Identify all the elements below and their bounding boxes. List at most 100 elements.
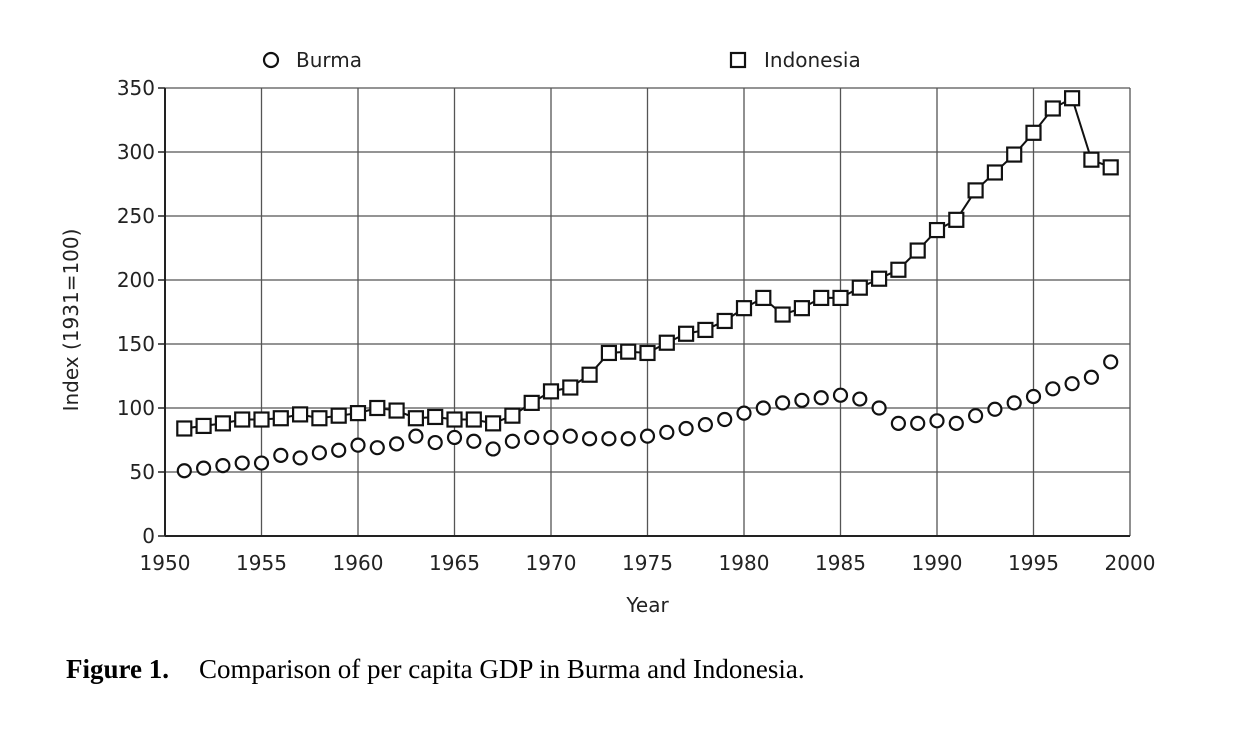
data-point-indonesia [176,420,193,437]
x-tick-label: 1990 [912,551,963,575]
data-point-indonesia [639,344,656,362]
y-axis-title: Index (1931=100) [59,229,83,412]
data-point-burma [639,428,656,444]
data-point-burma [273,447,289,463]
series-burma [176,354,1119,479]
y-tick-label: 350 [117,76,155,100]
data-point-indonesia [523,394,540,411]
data-point-burma [852,391,868,407]
data-point-burma [659,424,675,440]
data-point-burma [215,458,231,474]
x-tick-label: 1965 [429,551,480,575]
legend-label: Burma [296,48,362,72]
axes [158,87,1130,537]
data-point-indonesia [1102,159,1119,176]
data-point-burma [967,408,984,424]
data-point-burma [196,460,212,476]
data-point-burma [466,433,482,449]
data-point-burma [910,415,926,431]
data-point-indonesia [214,415,231,432]
data-point-indonesia [349,405,367,422]
data-point-indonesia [1025,124,1042,141]
data-point-indonesia [1006,146,1023,163]
data-point-indonesia [485,415,502,432]
data-point-burma [350,437,366,453]
tick-labels: 1950 1955 1960 1965 1970 1975 1980 1985 1990 1995… [117,76,1156,575]
data-point-burma [427,434,443,451]
data-point-indonesia [1063,90,1081,107]
data-point-burma [1045,381,1061,397]
data-point-burma [504,433,521,449]
data-point-indonesia [870,270,888,287]
data-point-indonesia [388,402,405,419]
data-point-indonesia [986,164,1004,181]
data-point-indonesia [813,289,830,307]
data-point-burma [890,415,907,431]
data-point-indonesia [446,411,463,428]
x-tick-label: 1995 [1008,551,1059,575]
data-point-indonesia [272,410,289,427]
data-point-indonesia [407,410,424,427]
x-tick-label: 1980 [719,551,770,575]
data-point-burma [234,455,250,471]
data-point-burma [485,441,501,457]
data-point-indonesia [562,379,579,396]
caption-text: Comparison of per capita GDP in Burma an… [199,654,805,684]
legend-label: Indonesia [764,48,861,72]
x-tick-label: 1955 [236,551,287,575]
data-point-indonesia [755,289,772,307]
data-point-burma [446,429,463,446]
data-point-burma [601,431,617,447]
data-point-indonesia [195,417,212,435]
data-point-indonesia [948,211,965,228]
x-tick-label: 1985 [815,551,866,575]
data-point-indonesia [735,300,753,317]
data-point-burma [736,405,752,421]
data-point-indonesia [716,312,733,330]
data-point-burma [331,442,347,458]
x-axis-title: Year [625,593,669,617]
data-point-indonesia [1083,151,1100,168]
x-tick-label: 2000 [1105,551,1156,575]
y-tick-label: 300 [117,140,155,164]
legend-circle-icon [262,51,280,69]
data-point-indonesia [504,407,521,424]
data-point-burma [581,431,598,447]
data-point-burma [948,415,964,431]
data-point-indonesia [369,399,386,417]
data-point-burma [697,417,714,433]
y-tick-label: 50 [130,460,155,484]
data-point-indonesia [542,383,560,400]
data-point-burma [929,413,945,429]
y-tick-label: 150 [117,332,155,356]
data-point-burma [524,429,540,446]
data-point-indonesia [928,221,946,239]
legend-item-burma: Burma [262,48,362,72]
data-point-burma [176,463,192,479]
data-point-burma [832,387,849,403]
data-point-burma [755,400,771,416]
data-point-indonesia [967,182,984,199]
y-tick-label: 250 [117,204,155,228]
x-tick-label: 1970 [526,551,577,575]
data-point-burma [311,445,327,461]
data-point-indonesia [793,300,811,317]
legend: Burma Indonesia [262,48,861,72]
y-tick-label: 0 [142,524,155,548]
data-point-indonesia [253,411,270,428]
data-point-burma [1006,395,1022,411]
chart: 1950 1955 1960 1965 1970 1975 1980 1985 1990 1995… [59,48,1156,617]
data-point-indonesia [677,325,695,342]
caption-label: Figure 1. [66,654,169,684]
data-point-indonesia [581,366,598,383]
data-point-indonesia [909,242,926,259]
y-tick-label: 100 [117,396,155,420]
data-point-indonesia [832,289,849,307]
data-point-burma [292,450,308,466]
data-point-burma [1083,369,1100,385]
data-point-burma [794,392,810,408]
y-tick-label: 200 [117,268,155,292]
data-point-indonesia [311,410,328,427]
data-point-burma [543,429,559,446]
data-point-burma [871,400,887,416]
